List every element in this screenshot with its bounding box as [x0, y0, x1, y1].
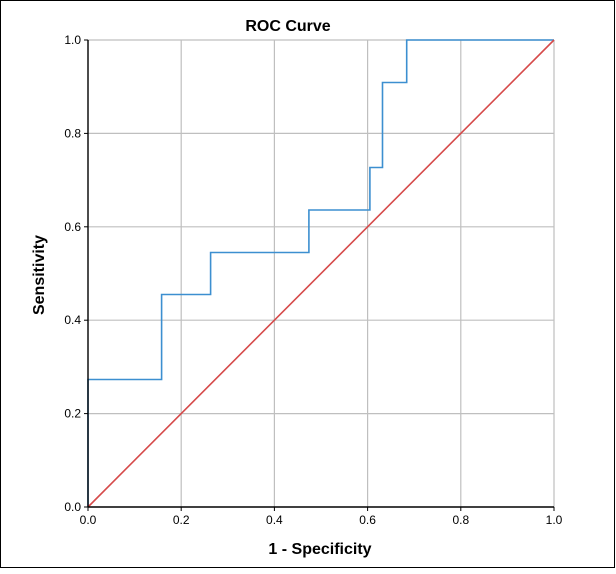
- reference-diagonal-line: [87, 39, 555, 508]
- x-tick-label: 0.2: [173, 513, 190, 527]
- y-tick-label: 0.8: [64, 126, 81, 140]
- y-tick-label: 0.4: [64, 313, 81, 327]
- y-tick-label: 1.0: [64, 33, 81, 47]
- x-tick-label: 0.0: [80, 513, 97, 527]
- y-tick-label: 0.6: [64, 220, 81, 234]
- x-tick-label: 0.6: [359, 513, 376, 527]
- y-tick-label: 0.0: [64, 500, 81, 514]
- chart-title: ROC Curve: [245, 18, 330, 35]
- x-tick-label: 1.0: [546, 513, 563, 527]
- x-tick-label: 0.8: [452, 513, 469, 527]
- y-tick-label: 0.2: [64, 407, 81, 421]
- roc-curve-line: [87, 39, 554, 507]
- x-axis-label: 1 - Specificity: [268, 541, 371, 558]
- y-axis-label: Sensitivity: [31, 235, 48, 315]
- tick-layer: 0.0 0.2 0.4 0.6 0.8 1.0 0.0 0.2 0.4 0.6 0.8 1.0: [64, 33, 562, 527]
- series-layer: [87, 39, 555, 508]
- axis-layer: [87, 40, 554, 508]
- x-tick-label: 0.4: [266, 513, 283, 527]
